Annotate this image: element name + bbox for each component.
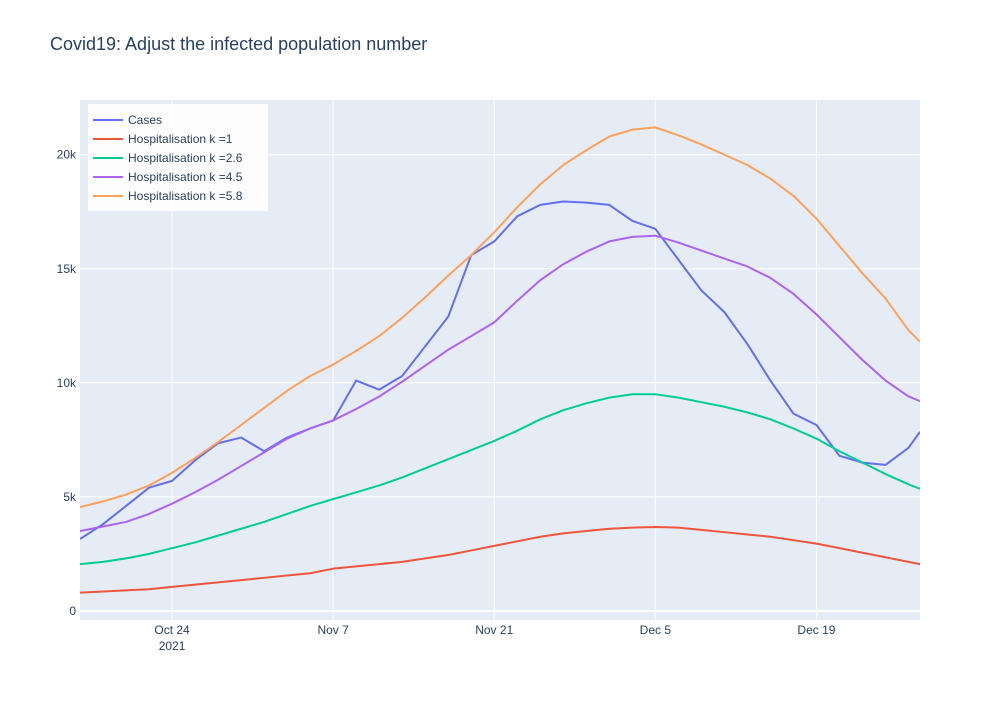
labels: 0 5k 10k 15k 20k Oct 24 2021 Nov 7 Nov 21 Dec 5 De… [57,148,836,653]
legend-label: Hospitalisation k =5.8 [128,189,243,203]
y-tick-label: 15k [57,262,77,276]
legend-label: Hospitalisation k =1 [128,132,233,146]
series-line [80,126,920,509]
lines [80,126,920,594]
legend-label: Hospitalisation k =4.5 [128,170,243,184]
chart-title: Covid19: Adjust the infected population … [50,34,427,54]
legend: Cases Hospitalisation k =1 Hospitalisation… [88,104,268,211]
y-tick-label: 20k [57,148,77,162]
legend-label: Cases [128,113,162,127]
series-line [80,200,920,540]
legend-label: Hospitalisation k =2.6 [128,151,243,165]
x-tick-label: Dec 5 [640,623,672,637]
x-tick-label: Nov 7 [317,623,349,637]
x-tick-label: Nov 21 [475,623,513,637]
series-line [80,234,920,533]
series-line [80,525,920,594]
y-tick-label: 5k [63,490,77,504]
x-tick-label: Oct 24 [154,623,190,637]
x-tick-label: Dec 19 [797,623,835,637]
x-year-label: 2021 [159,639,186,653]
y-tick-label: 0 [69,604,76,618]
grid [80,100,920,620]
series-line [80,393,920,566]
y-tick-label: 10k [57,376,77,390]
